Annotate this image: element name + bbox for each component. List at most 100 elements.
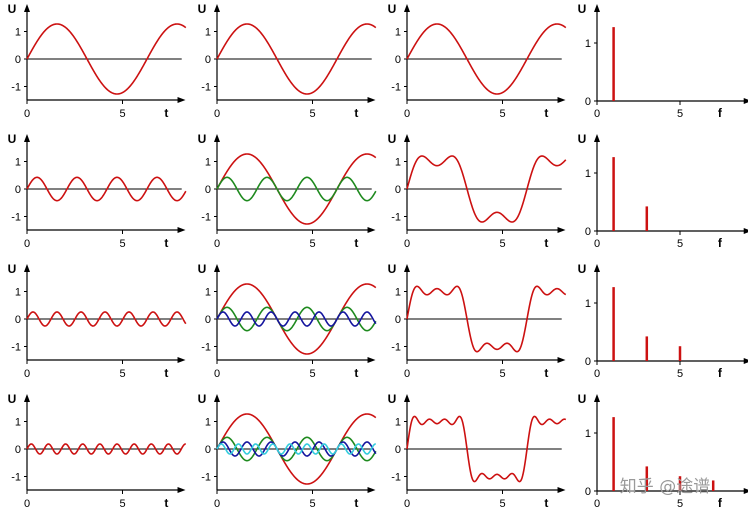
x-axis-label: t: [354, 366, 358, 380]
axis-arrow-up: [404, 264, 410, 272]
x-tick-label: 5: [499, 368, 505, 380]
y-tick-label: -1: [11, 82, 21, 94]
axis-arrow-right: [743, 488, 748, 494]
axis-arrow-up: [24, 4, 30, 12]
axis-arrow-up: [214, 4, 220, 12]
series-line: [216, 311, 377, 327]
series-line: [216, 176, 377, 202]
y-tick-label: 0: [585, 226, 591, 238]
x-axis-label: f: [718, 366, 723, 380]
y-axis-label: U: [388, 2, 397, 16]
axis-arrow-right: [177, 487, 186, 493]
y-tick-label: 1: [15, 287, 21, 299]
y-tick-label: 0: [15, 184, 21, 196]
y-tick-label: 0: [395, 444, 401, 456]
x-tick-label: 0: [214, 238, 220, 250]
axis-arrow-right: [557, 227, 566, 233]
y-tick-label: 1: [15, 27, 21, 39]
x-axis-label: t: [164, 366, 168, 380]
plot-components: -1 0 1 0 5 Ut: [198, 132, 377, 250]
x-tick-label: 5: [677, 108, 683, 120]
y-tick-label: 1: [585, 298, 591, 310]
plot-single-harmonic: -1 0 1 0 5 Ut: [8, 392, 186, 510]
y-tick-label: 1: [205, 287, 211, 299]
y-tick-label: 0: [395, 314, 401, 326]
series-line: [26, 23, 187, 95]
x-axis-label: f: [718, 496, 723, 510]
x-tick-label: 0: [594, 108, 600, 120]
x-axis-label: t: [544, 496, 548, 510]
y-axis-label: U: [8, 2, 17, 16]
x-axis-label: t: [354, 236, 358, 250]
x-tick-label: 0: [404, 368, 410, 380]
y-axis-label: U: [388, 392, 397, 406]
x-axis-label: t: [544, 106, 548, 120]
axis-arrow-right: [743, 98, 748, 104]
y-axis-label: U: [578, 132, 587, 146]
axis-arrow-right: [367, 487, 376, 493]
watermark: 知乎 @途谱: [620, 477, 710, 497]
x-tick-label: 0: [594, 368, 600, 380]
series-line: [216, 23, 377, 95]
y-tick-label: 0: [205, 444, 211, 456]
plot-spectrum: 0 1 0 5 Uf: [578, 392, 748, 510]
plot-sum: -1 0 1 0 5 Ut: [388, 132, 567, 250]
y-tick-label: -1: [391, 342, 401, 354]
y-tick-label: -1: [201, 472, 211, 484]
x-tick-label: 0: [24, 238, 30, 250]
x-tick-label: 0: [24, 108, 30, 120]
y-tick-label: 1: [395, 157, 401, 169]
y-tick-label: 0: [585, 356, 591, 368]
axis-arrow-up: [404, 394, 410, 402]
axis-arrow-up: [594, 134, 600, 142]
axis-arrow-right: [367, 227, 376, 233]
x-tick-label: 0: [404, 498, 410, 510]
y-tick-label: 0: [15, 444, 21, 456]
y-tick-label: 1: [585, 428, 591, 440]
y-tick-label: 0: [205, 54, 211, 66]
y-tick-label: 1: [585, 38, 591, 50]
y-tick-label: 0: [15, 314, 21, 326]
axis-arrow-up: [404, 4, 410, 12]
x-tick-label: 5: [499, 108, 505, 120]
y-axis-label: U: [578, 262, 587, 276]
y-tick-label: 0: [395, 184, 401, 196]
y-tick-label: 1: [205, 157, 211, 169]
axis-arrow-up: [594, 264, 600, 272]
axis-arrow-right: [177, 227, 186, 233]
y-tick-label: -1: [201, 212, 211, 224]
series-line: [216, 153, 377, 225]
axis-arrow-up: [24, 134, 30, 142]
series-line: [406, 23, 567, 95]
axis-arrow-right: [557, 487, 566, 493]
x-tick-label: 0: [24, 498, 30, 510]
plot-sum: -1 0 1 0 5 Ut: [388, 2, 567, 120]
series-line: [26, 443, 186, 455]
plot-spectrum: 0 1 0 5 Uf: [578, 2, 748, 120]
axis-arrow-right: [743, 228, 748, 234]
y-tick-label: -1: [391, 472, 401, 484]
x-tick-label: 0: [24, 368, 30, 380]
y-tick-label: 1: [585, 168, 591, 180]
x-axis-label: t: [544, 236, 548, 250]
y-tick-label: 0: [205, 314, 211, 326]
y-tick-label: 1: [15, 157, 21, 169]
y-axis-label: U: [8, 262, 17, 276]
y-axis-label: U: [198, 132, 207, 146]
x-tick-label: 0: [594, 498, 600, 510]
x-tick-label: 0: [214, 498, 220, 510]
plot-spectrum: 0 1 0 5 Uf: [578, 262, 748, 380]
y-tick-label: -1: [11, 472, 21, 484]
x-axis-label: f: [718, 106, 723, 120]
axis-arrow-up: [214, 264, 220, 272]
y-axis-label: U: [8, 392, 17, 406]
y-axis-label: U: [578, 392, 587, 406]
series-line: [216, 283, 377, 355]
y-tick-label: 1: [395, 417, 401, 429]
y-tick-label: 0: [15, 54, 21, 66]
x-tick-label: 5: [119, 368, 125, 380]
x-tick-label: 5: [119, 238, 125, 250]
x-tick-label: 5: [499, 498, 505, 510]
y-tick-label: 0: [205, 184, 211, 196]
y-tick-label: -1: [391, 212, 401, 224]
